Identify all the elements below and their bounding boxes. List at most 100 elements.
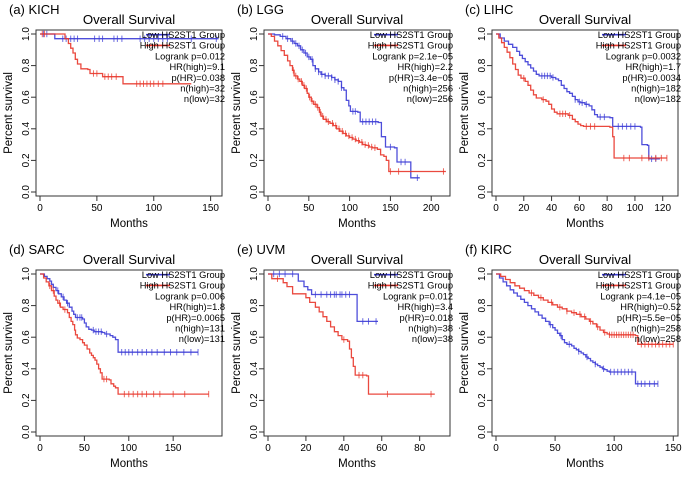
- y-axis-label: Percent survival: [459, 312, 471, 394]
- panel-kich: (a) KICH Overall Survival 0.0 0.2 0.4 0.6 0.8…: [0, 0, 228, 240]
- legend-stat: n(low)=32: [184, 94, 225, 104]
- y-tick-label: 1.0: [21, 27, 32, 41]
- x-tick-label: 100: [627, 203, 644, 214]
- y-axis-label: Percent survival: [231, 312, 243, 394]
- y-tick-label: 0.0: [477, 425, 488, 439]
- panel-label-sarc: (d) SARC: [9, 242, 65, 257]
- y-tick-label: 0.4: [477, 121, 488, 135]
- km-chart-sarc: Overall Survival 0.0 0.2 0.4 0.6 0.8 1.0 0 50 100…: [3, 252, 225, 470]
- chart-title: Overall Survival: [311, 12, 403, 27]
- x-axis-label: Months: [338, 458, 376, 470]
- plot-box: [35, 29, 223, 197]
- y-tick-label: 0.8: [21, 298, 32, 312]
- legend-stat: p(HR)=3.4e−05: [389, 73, 453, 83]
- y-tick-label: 0.0: [477, 185, 488, 199]
- x-tick-label: 0: [37, 443, 43, 454]
- y-tick-label: 0.8: [477, 298, 488, 312]
- x-tick-label: 80: [414, 443, 426, 454]
- y-tick-label: 0.6: [21, 330, 32, 344]
- x-tick-label: 120: [654, 203, 671, 214]
- high-group-curve: [268, 273, 435, 395]
- x-tick-label: 60: [376, 443, 388, 454]
- x-tick-label: 100: [341, 203, 358, 214]
- y-tick-label: 0.6: [477, 330, 488, 344]
- legend-label: Low HS2ST1 Group: [598, 270, 681, 280]
- legend-stat: n(high)=131: [175, 324, 225, 334]
- x-tick-label: 150: [382, 203, 399, 214]
- legend-label: Low HS2ST1 Group: [598, 30, 681, 40]
- legend-stat: Logrank p=2.1e−05: [372, 51, 453, 61]
- high-group-curve: [496, 33, 667, 159]
- y-tick-label: 0.2: [21, 153, 32, 167]
- x-tick-label: 0: [265, 443, 271, 454]
- legend-stat: HR(high)=0.52: [620, 302, 681, 312]
- legend-label: Low HS2ST1 Group: [142, 30, 225, 40]
- y-tick-label: 0.0: [21, 425, 32, 439]
- x-tick-label: 0: [493, 443, 499, 454]
- legend-stat: n(high)=258: [631, 324, 681, 334]
- x-tick-label: 50: [303, 203, 315, 214]
- legend-stat: p(HR)=5.5e−05: [617, 313, 681, 323]
- panel-lihc: (c) LIHC Overall Survival 0.0 0.2 0.4 0.6 0.8…: [456, 0, 684, 240]
- x-tick-label: 100: [120, 443, 137, 454]
- legend-stat: Logrank p=0.012: [155, 51, 225, 61]
- legend-label: High HS2ST1 Group: [596, 41, 681, 51]
- legend-stat: n(low)=256: [407, 94, 453, 104]
- x-tick-label: 100: [145, 203, 162, 214]
- legend-stat: Logrank p=0.012: [383, 291, 453, 301]
- km-chart-kirc: Overall Survival 0.0 0.2 0.4 0.6 0.8 1.0 0 50 100…: [459, 252, 682, 470]
- x-tick-label: 50: [550, 443, 562, 454]
- legend-stat: p(HR)=0.0034: [622, 73, 681, 83]
- panel-kirc: (f) KIRC Overall Survival 0.0 0.2 0.4 0.6 0.8…: [456, 240, 684, 480]
- y-tick-label: 0.4: [249, 361, 260, 375]
- panel-label-uvm: (e) UVM: [237, 242, 286, 257]
- legend-stat: HR(high)=1.8: [169, 302, 225, 312]
- legend-label: High HS2ST1 Group: [368, 41, 453, 51]
- legend-label: Low HS2ST1 Group: [370, 270, 453, 280]
- x-tick-label: 80: [602, 203, 614, 214]
- x-tick-label: 150: [665, 443, 682, 454]
- x-tick-label: 150: [202, 203, 219, 214]
- y-tick-label: 0.8: [21, 58, 32, 72]
- low-group-curve: [496, 33, 660, 160]
- high-group-curve: [40, 33, 192, 85]
- legend-stat: n(low)=258: [635, 334, 681, 344]
- x-tick-label: 150: [165, 443, 182, 454]
- y-tick-label: 1.0: [477, 27, 488, 41]
- legend-stat: n(low)=38: [412, 334, 453, 344]
- high-group-curve: [40, 273, 209, 395]
- x-tick-label: 0: [265, 203, 271, 214]
- legend-stat: HR(high)=3.4: [397, 302, 453, 312]
- plot-box: [491, 269, 679, 437]
- low-group-curve: [496, 273, 658, 385]
- legend-stat: Logrank p=4.1e−05: [600, 291, 681, 301]
- y-axis-label: Percent survival: [231, 72, 243, 154]
- chart-title: Overall Survival: [311, 252, 403, 267]
- y-axis-label: Percent survival: [459, 72, 471, 154]
- low-group-curve: [40, 273, 198, 353]
- km-chart-lgg: Overall Survival 0.0 0.2 0.4 0.6 0.8 1.0 0 50 100…: [231, 12, 453, 230]
- y-tick-label: 0.0: [21, 185, 32, 199]
- legend-stat: n(low)=182: [635, 94, 681, 104]
- legend-label: High HS2ST1 Group: [368, 281, 453, 291]
- km-chart-uvm: Overall Survival 0.0 0.2 0.4 0.6 0.8 1.0 0 20 40 6…: [231, 252, 453, 470]
- y-axis-label: Percent survival: [3, 72, 15, 154]
- legend-stat: n(high)=38: [408, 324, 453, 334]
- x-axis-label: Months: [338, 218, 376, 230]
- y-tick-label: 0.4: [21, 361, 32, 375]
- x-tick-label: 0: [37, 203, 43, 214]
- panel-lgg: (b) LGG Overall Survival 0.0 0.2 0.4 0.6 0.8 1…: [228, 0, 456, 240]
- y-tick-label: 0.2: [249, 393, 260, 407]
- y-tick-label: 0.6: [249, 330, 260, 344]
- legend-stat: p(HR)=0.018: [400, 313, 453, 323]
- high-group-curve: [268, 33, 446, 173]
- x-axis-label: Months: [110, 458, 148, 470]
- panel-label-kich: (a) KICH: [9, 2, 60, 17]
- y-tick-label: 0.2: [477, 393, 488, 407]
- x-tick-label: 50: [91, 203, 103, 214]
- x-tick-label: 200: [423, 203, 440, 214]
- y-tick-label: 0.2: [477, 153, 488, 167]
- y-tick-label: 0.6: [21, 90, 32, 104]
- high-group-curve: [496, 273, 674, 345]
- x-tick-label: 50: [79, 443, 91, 454]
